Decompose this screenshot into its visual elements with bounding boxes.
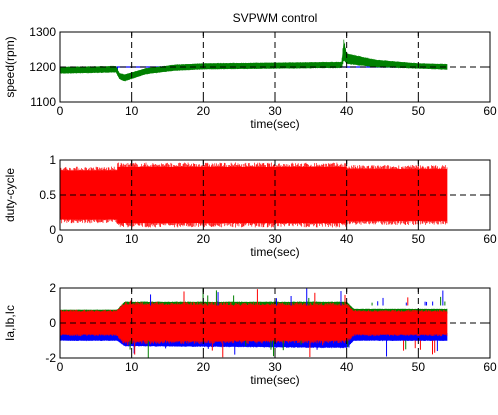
y-tick-label: -2	[45, 351, 56, 365]
chart-panel-2: 0 10 20 30 40 50 60 0 0.5 1 time(sec) duty-cycle	[3, 153, 497, 259]
x-tick-label: 10	[125, 104, 139, 118]
x-tick-label: 40	[340, 360, 354, 374]
x-tick-label: 60	[483, 232, 497, 246]
y-tick-label: 2	[49, 281, 56, 295]
x-axis-label: time(sec)	[250, 117, 299, 131]
x-tick-label: 50	[412, 104, 426, 118]
x-tick-label: 0	[57, 104, 64, 118]
x-tick-label: 10	[125, 232, 139, 246]
series-group	[60, 301, 448, 349]
y-axis-label: speed(rpm)	[3, 36, 17, 97]
x-tick-label: 20	[197, 360, 211, 374]
x-tick-label: 60	[483, 104, 497, 118]
y-tick-label: 1200	[29, 60, 56, 74]
y-axis-label: duty-cycle	[3, 168, 17, 222]
x-tick-label: 10	[125, 360, 139, 374]
x-axis-label: time(sec)	[250, 373, 299, 387]
y-tick-label: 1	[49, 153, 56, 167]
spike-group	[127, 288, 446, 358]
x-axis-label: time(sec)	[250, 245, 299, 259]
x-tick-label: 60	[483, 360, 497, 374]
y-tick-label: 1100	[30, 95, 56, 109]
x-tick-label: 50	[412, 360, 426, 374]
x-tick-label: 40	[340, 104, 354, 118]
y-tick-label: 0	[49, 223, 56, 237]
x-tick-label: 20	[197, 104, 211, 118]
series-2-band	[60, 40, 447, 81]
x-tick-label: 40	[340, 232, 354, 246]
y-axis-label: Ia,Ib,Ic	[3, 305, 17, 341]
x-tick-label: 50	[412, 232, 426, 246]
x-tick-label: 0	[57, 232, 64, 246]
chart-panel-1: 0 10 20 30 40 50 60 1100 1200 1300 time(sec) speed(…	[3, 11, 497, 131]
x-tick-label: 20	[197, 232, 211, 246]
x-tick-label: 30	[268, 360, 282, 374]
x-tick-label: 30	[268, 104, 282, 118]
y-tick-label: 0.5	[39, 188, 56, 202]
x-tick-label: 30	[268, 232, 282, 246]
x-tick-label: 0	[57, 360, 64, 374]
y-tick-label: 1300	[29, 25, 56, 39]
chart-title: SVPWM control	[233, 11, 318, 25]
y-tick-label: 0	[49, 316, 56, 330]
